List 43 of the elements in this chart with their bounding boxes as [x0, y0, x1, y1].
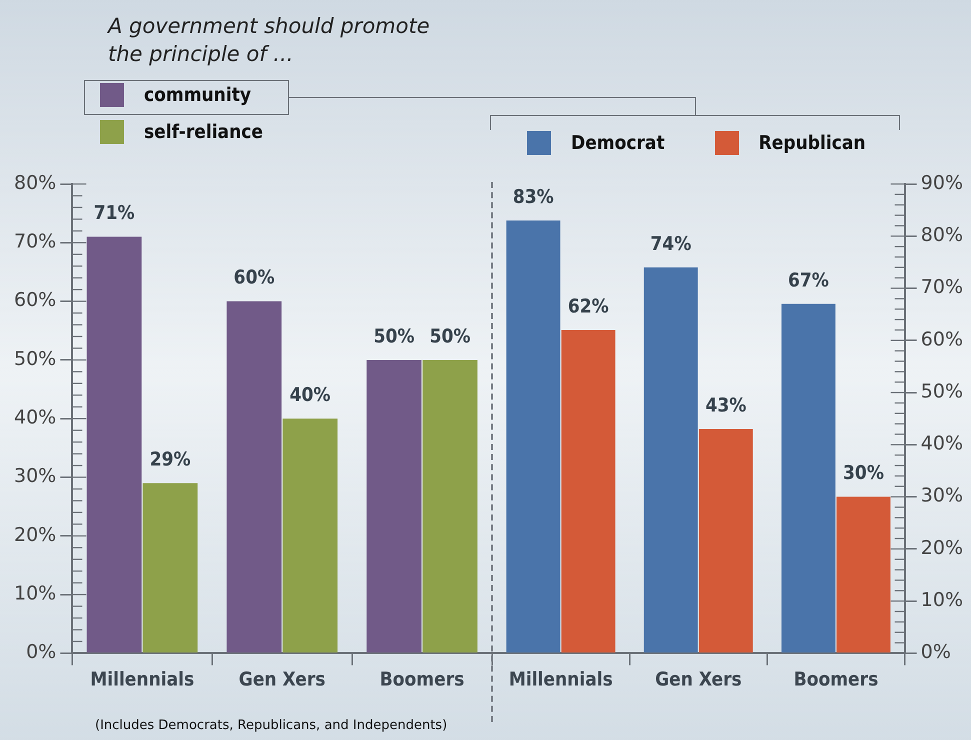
chart-title: A government should promote the principle of ... [108, 13, 431, 68]
data-label: 83% [512, 186, 554, 208]
x-tick-label: Millennials [90, 668, 194, 691]
y2-tick-label: 40% [920, 432, 964, 455]
x-tick-label: Gen Xers [238, 668, 326, 691]
y2-tick-label: 60% [920, 328, 964, 350]
y2-tick-label: 50% [920, 380, 964, 402]
y-tick-label: 70% [14, 230, 56, 253]
x-tick-label: Gen Xers [655, 668, 742, 691]
y-tick-label: 60% [14, 289, 56, 312]
data-label: 74% [650, 232, 692, 255]
y2-tick-label: 90% [920, 172, 964, 194]
data-label: 43% [705, 394, 746, 416]
y2-tick-label: 20% [920, 536, 964, 559]
legend-label: Democrat [571, 132, 665, 154]
y2-tick-label: 10% [920, 589, 964, 612]
x-tick-label: Boomers [794, 668, 878, 691]
y2-tick-label: 30% [920, 484, 964, 507]
data-label: 40% [290, 384, 331, 406]
x-tick-label: Boomers [380, 668, 464, 691]
data-label: 29% [150, 448, 191, 471]
data-label: 50% [430, 325, 470, 348]
data-label: 71% [94, 202, 135, 224]
data-label: 30% [843, 462, 884, 484]
y-tick-label: 10% [14, 582, 56, 604]
legend-label: self-reliance [144, 121, 263, 143]
x-tick-label: Millennials [508, 668, 613, 691]
legend-label: Republican [758, 132, 866, 154]
y2-tick-label: 0% [920, 641, 951, 664]
text: (Includes Democrats, Republicans, and Independents) [95, 718, 448, 733]
y-tick-label: 50% [14, 348, 56, 370]
data-label: 60% [234, 266, 275, 289]
y-tick-label: 0% [26, 641, 56, 664]
y-tick-label: 40% [14, 406, 56, 429]
y2-tick-label: 70% [920, 276, 964, 298]
y2-tick-label: 80% [920, 224, 964, 246]
y-tick-label: 20% [14, 524, 56, 546]
data-label: 67% [788, 269, 829, 292]
data-label: 50% [374, 325, 415, 348]
y-tick-label: 30% [14, 465, 56, 488]
data-label: 62% [568, 295, 609, 318]
y-tick-label: 80% [14, 172, 56, 194]
legend-label: community [144, 84, 252, 106]
